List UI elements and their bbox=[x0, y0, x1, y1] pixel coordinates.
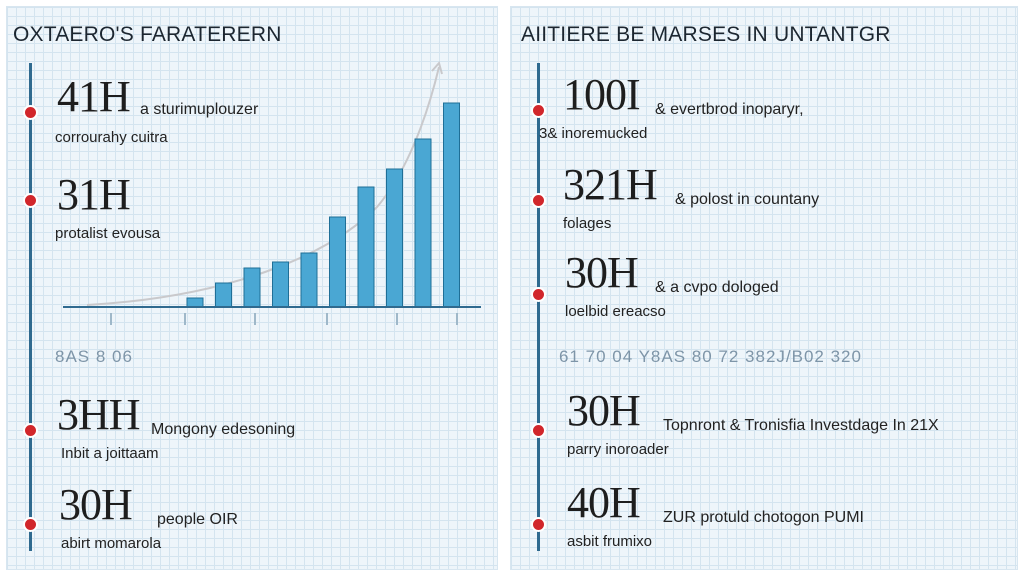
right-stat-5-label: ZUR protuld chotogon PUMI bbox=[663, 509, 864, 526]
chart-bar bbox=[272, 261, 289, 308]
trend-arrowhead bbox=[431, 60, 443, 75]
chart-bar bbox=[186, 297, 204, 308]
growth-bar-chart bbox=[63, 60, 481, 325]
right-stat-1-value: 100I bbox=[563, 70, 641, 119]
left-stat-2-value: 31H bbox=[57, 170, 131, 219]
left-infographic-panel: OXTAERO'S FARATERERN 41H a sturimuplouze… bbox=[6, 6, 498, 570]
left-stat-2-sublabel: protalist evousa bbox=[55, 225, 161, 242]
left-panel-title: OXTAERO'S FARATERERN bbox=[13, 23, 282, 46]
left-stat-3-sublabel: Inbit a joittaam bbox=[61, 445, 159, 462]
right-stat-2-label: & polost in countany bbox=[675, 191, 820, 208]
right-timeline-line bbox=[537, 63, 540, 551]
right-stat-4-label: Topnront & Tronisfia Investdage In 21X bbox=[663, 417, 939, 434]
left-timeline-dot-1 bbox=[23, 105, 38, 120]
right-stat-2-value: 321H bbox=[563, 160, 658, 209]
right-stat-1-sublabel: 3& inoremucked bbox=[539, 125, 648, 142]
right-stat-3-label: & a cvpo dologed bbox=[655, 279, 779, 296]
chart-bar bbox=[243, 267, 261, 308]
right-stat-5-sublabel: asbit frumixo bbox=[567, 533, 653, 550]
left-stat-1-label: a sturimuplouzer bbox=[140, 101, 259, 118]
right-panel-title: AIITIERE BE MARSES IN UNTANTGR bbox=[521, 23, 891, 46]
right-stat-4-value: 30H bbox=[567, 386, 641, 435]
right-stat-4-sublabel: parry inoroader bbox=[567, 441, 669, 458]
left-timeline-dot-2 bbox=[23, 193, 38, 208]
chart-bar bbox=[215, 282, 232, 308]
left-stat-3-label: Mongony edesoning bbox=[151, 421, 296, 438]
chart-bar bbox=[357, 186, 375, 308]
left-faded-row: 8AS 8 06 bbox=[55, 347, 133, 366]
chart-bar bbox=[443, 102, 460, 308]
right-timeline-dot-1 bbox=[531, 103, 546, 118]
left-stat-1-value: 41H bbox=[57, 72, 131, 121]
left-timeline-dot-3 bbox=[23, 423, 38, 438]
right-infographic-panel: AIITIERE BE MARSES IN UNTANTGR 100I & ev… bbox=[510, 6, 1018, 570]
left-stat-1-sublabel: corrourahy cuitra bbox=[55, 129, 168, 146]
left-stat-4-value: 30H bbox=[59, 480, 133, 529]
chart-bar bbox=[329, 216, 346, 308]
left-timeline-line bbox=[29, 63, 32, 551]
right-stat-1-label: & evertbrod inoparyr, bbox=[655, 101, 804, 118]
chart-bar bbox=[386, 168, 403, 308]
left-stat-3-value: 3HH bbox=[57, 390, 141, 439]
right-timeline-dot-3 bbox=[531, 287, 546, 302]
right-stat-2-sublabel: folages bbox=[563, 215, 612, 232]
right-faded-row: 61 70 04 Y8AS 80 72 382J/B02 320 bbox=[559, 347, 862, 366]
left-stat-4-sublabel: abirt momarola bbox=[61, 535, 162, 552]
right-stat-3-sublabel: loelbid ereacso bbox=[565, 303, 666, 320]
right-timeline-dot-4 bbox=[531, 423, 546, 438]
right-timeline-dot-5 bbox=[531, 517, 546, 532]
right-stat-5-value: 40H bbox=[567, 478, 641, 527]
left-stat-4-label: people OIR bbox=[157, 511, 238, 528]
right-stat-3-value: 30H bbox=[565, 248, 639, 297]
chart-bar bbox=[414, 138, 432, 308]
right-timeline-dot-2 bbox=[531, 193, 546, 208]
left-timeline-dot-4 bbox=[23, 517, 38, 532]
chart-bar bbox=[300, 252, 318, 308]
